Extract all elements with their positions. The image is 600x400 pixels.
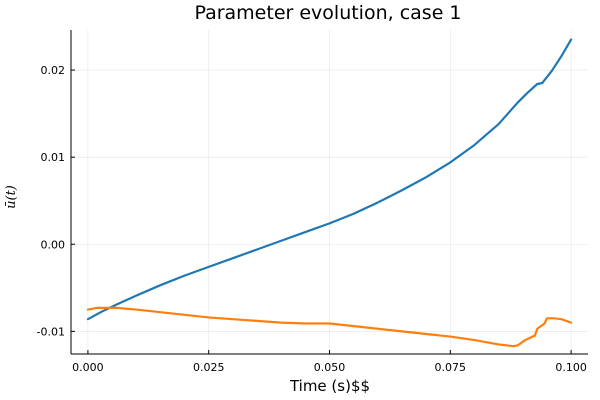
x-tick-label: 0.075	[435, 361, 467, 374]
y-tick-label: 0.02	[41, 64, 66, 77]
grid	[71, 30, 588, 354]
x-tick-label: 0.050	[314, 361, 346, 374]
series-line-2	[86, 306, 573, 348]
chart-title: Parameter evolution, case 1	[194, 2, 461, 24]
y-tick-label: -0.01	[37, 325, 65, 338]
x-axis-label: Time (s)$$	[289, 377, 370, 395]
x-tick-label: 0.100	[555, 361, 587, 374]
x-tick-label: 0.025	[193, 361, 225, 374]
series-lines	[86, 38, 573, 348]
series-line-1	[86, 38, 573, 321]
tick-labels: 0.000 0.025 0.050 0.075 0.100 -0.01 0.00 0.01 0.…	[37, 64, 587, 374]
y-tick-label: 0.01	[41, 151, 66, 164]
y-axis-label: ū(t)	[4, 185, 19, 209]
y-tick-label: 0.00	[41, 238, 66, 251]
x-tick-label: 0.000	[72, 361, 104, 374]
axes	[70, 30, 588, 355]
